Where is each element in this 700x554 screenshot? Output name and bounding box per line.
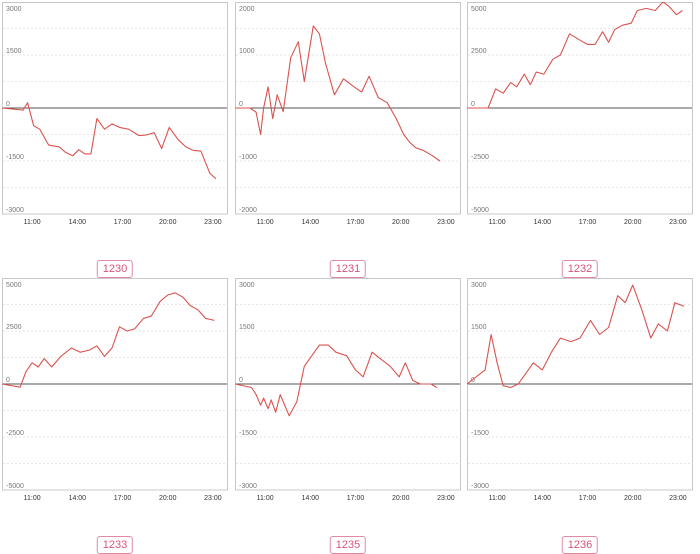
- series-line: [467, 2, 683, 109]
- series-line: [467, 284, 685, 389]
- y-tick-label: -1000: [239, 154, 257, 161]
- x-tick-label: 17:00: [579, 219, 597, 226]
- y-tick-label: -1500: [239, 430, 257, 437]
- chart-panel-1232: 5000 2500 0 -2500 -5000 11:00 14:00 17:00 20:00 2…: [467, 2, 693, 278]
- x-tick-label: 14:00: [534, 495, 552, 502]
- x-tick-label: 11:00: [24, 219, 41, 226]
- x-tick-label: 11:00: [489, 495, 506, 502]
- y-tick-label: -3000: [239, 483, 257, 490]
- chart-label-badge-1230: 1230: [96, 260, 134, 278]
- y-tick-label: 0: [239, 377, 243, 384]
- x-tick-label: 17:00: [114, 219, 132, 226]
- x-tick-label: 20:00: [624, 495, 642, 502]
- x-tick-label: 17:00: [347, 495, 365, 502]
- y-tick-label: 3000: [471, 282, 487, 289]
- chart-panel-1231: 2000 1000 0 -1000 -2000 11:00 14:00 17:00 20:00 2…: [235, 2, 461, 278]
- x-tick-label: 23:00: [437, 495, 455, 502]
- x-tick-label: 20:00: [159, 219, 177, 226]
- chart-panel-1236: 3000 1500 0 -1500 -3000 11:00 14:00 17:00 20:00 2…: [467, 278, 693, 554]
- y-tick-label: 0: [471, 377, 475, 384]
- chart-label-badge-1233: 1233: [96, 536, 134, 554]
- x-tick-label: 23:00: [669, 219, 687, 226]
- x-tick-label: 11:00: [257, 495, 274, 502]
- x-tick-label: 17:00: [347, 219, 365, 226]
- x-tick-label: 14:00: [69, 219, 87, 226]
- y-tick-label: 5000: [471, 6, 487, 13]
- chart-label-badge-1236: 1236: [561, 536, 599, 554]
- x-tick-label: 20:00: [159, 495, 177, 502]
- chart-label-badge-1232: 1232: [561, 260, 599, 278]
- series-line: [235, 344, 438, 417]
- x-tick-label: 11:00: [24, 495, 41, 502]
- y-tick-label: -2500: [6, 430, 24, 437]
- x-tick-label: 11:00: [489, 219, 506, 226]
- x-tick-label: 17:00: [579, 495, 597, 502]
- series-line: [2, 102, 217, 180]
- x-tick-label: 17:00: [114, 495, 132, 502]
- chart-panel-1230: 3000 1500 0 -1500 -3000 11:00 14:00 17:00 20:00 2…: [2, 2, 228, 278]
- x-tick-label: 23:00: [437, 219, 455, 226]
- y-tick-label: 1500: [239, 324, 255, 331]
- y-tick-label: 0: [239, 101, 243, 108]
- chart-label-badge-1235: 1235: [329, 536, 367, 554]
- y-tick-label: 1500: [6, 48, 22, 55]
- x-tick-label: 14:00: [534, 219, 552, 226]
- chart-panel-1233: 5000 2500 0 -2500 -5000 11:00 14:00 17:00 20:00 2…: [2, 278, 228, 554]
- y-tick-label: -2500: [471, 154, 489, 161]
- y-tick-label: 1000: [239, 48, 255, 55]
- y-tick-label: -5000: [6, 483, 24, 490]
- y-tick-label: 0: [6, 101, 10, 108]
- y-tick-label: -3000: [6, 207, 24, 214]
- y-tick-label: 5000: [6, 282, 22, 289]
- y-tick-label: 2000: [239, 6, 255, 13]
- y-tick-label: -3000: [471, 483, 489, 490]
- y-tick-label: -5000: [471, 207, 489, 214]
- y-tick-label: 2500: [6, 324, 22, 331]
- y-tick-label: 2500: [471, 48, 487, 55]
- y-tick-label: 3000: [239, 282, 255, 289]
- x-tick-label: 14:00: [69, 495, 87, 502]
- y-tick-label: 0: [6, 377, 10, 384]
- y-tick-label: -1500: [471, 430, 489, 437]
- y-tick-label: 0: [471, 101, 475, 108]
- chart-panel-1235: 3000 1500 0 -1500 -3000 11:00 14:00 17:00 20:00 2…: [235, 278, 461, 554]
- x-tick-label: 20:00: [624, 219, 642, 226]
- series-line: [2, 292, 215, 388]
- y-tick-label: -1500: [6, 154, 24, 161]
- series-line: [235, 25, 441, 162]
- x-tick-label: 20:00: [392, 495, 410, 502]
- x-tick-label: 11:00: [257, 219, 274, 226]
- y-tick-label: 1500: [471, 324, 487, 331]
- x-tick-label: 14:00: [302, 219, 320, 226]
- y-tick-label: 3000: [6, 6, 22, 13]
- x-tick-label: 14:00: [302, 495, 320, 502]
- x-tick-label: 23:00: [204, 219, 222, 226]
- x-tick-label: 20:00: [392, 219, 410, 226]
- y-tick-label: -2000: [239, 207, 257, 214]
- x-tick-label: 23:00: [204, 495, 222, 502]
- x-tick-label: 23:00: [669, 495, 687, 502]
- chart-label-badge-1231: 1231: [329, 260, 367, 278]
